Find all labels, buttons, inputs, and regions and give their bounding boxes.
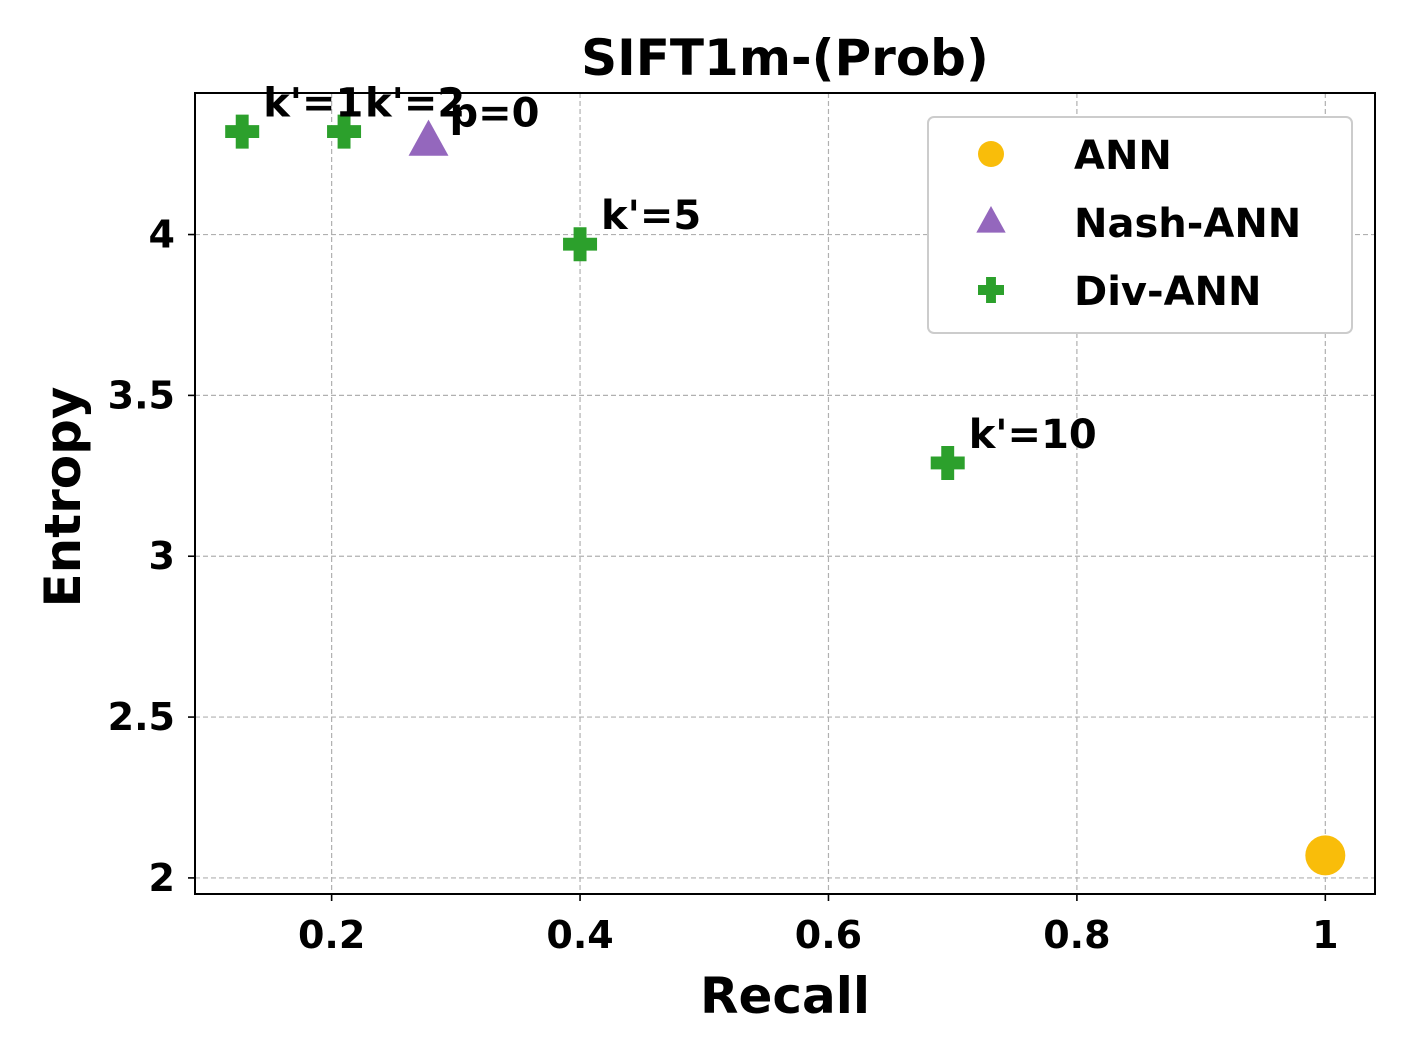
y-tick-label: 3 — [149, 534, 175, 578]
y-axis-label: Entropy — [34, 386, 92, 607]
legend-marker — [978, 141, 1004, 167]
x-tick-label: 1 — [1312, 913, 1338, 957]
data-point — [225, 114, 260, 149]
y-tick-label: 3.5 — [108, 373, 175, 417]
legend-marker — [976, 206, 1006, 233]
data-point — [327, 114, 362, 149]
axis-ticks: 0.2 0.4 0.6 0.8 1 2 2.5 3 3.5 4 — [108, 213, 1339, 957]
grid-lines — [195, 93, 1375, 894]
legend-marker — [978, 277, 1004, 303]
legend-box — [927, 116, 1353, 334]
data-point — [930, 445, 965, 480]
point-label: k'=1 — [263, 81, 363, 127]
legend-entry-label: Div-ANN — [1074, 269, 1262, 315]
data-point — [408, 119, 449, 156]
y-tick-label: 2.5 — [108, 695, 175, 739]
legend-entry-label: Nash-ANN — [1074, 201, 1301, 247]
point-label: k'=10 — [969, 412, 1097, 458]
plot-area — [194, 92, 1376, 895]
point-label: k'=5 — [601, 193, 701, 239]
point-label: p=0 — [450, 90, 540, 136]
y-tick-label: 2 — [149, 856, 175, 900]
data-points — [225, 114, 1346, 876]
y-tick-label: 4 — [149, 213, 175, 257]
legend: ANN Nash-ANN Div-ANN — [927, 116, 1353, 334]
x-tick-label: 0.6 — [795, 913, 862, 957]
x-tick-label: 0.4 — [546, 913, 613, 957]
point-annotations: p=0 k'=1 k'=2 k'=5 k'=10 — [263, 81, 1097, 458]
data-point — [1305, 835, 1346, 876]
legend-entry-label: ANN — [1074, 133, 1172, 179]
x-tick-label: 0.2 — [298, 913, 365, 957]
x-axis-label: Recall — [700, 967, 870, 1025]
point-label: k'=2 — [365, 81, 465, 127]
x-tick-label: 0.8 — [1043, 913, 1110, 957]
chart-title: SIFT1m-(Prob) — [581, 29, 989, 87]
data-point — [563, 227, 598, 262]
